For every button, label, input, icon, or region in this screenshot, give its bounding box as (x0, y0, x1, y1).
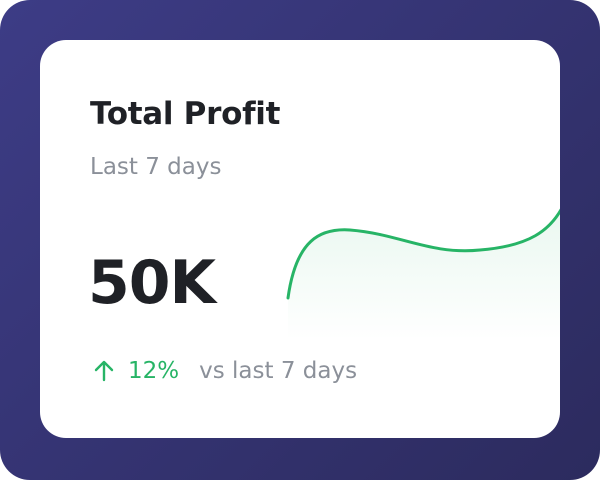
change-row: 12% vs last 7 days (92, 354, 357, 388)
comparison-label: vs last 7 days (199, 358, 358, 384)
sparkline-line (286, 208, 560, 300)
sparkline (286, 208, 560, 340)
profit-card: Total Profit Last 7 days 50K 12% vs last… (40, 40, 560, 438)
up-arrow-icon (94, 360, 114, 382)
card-title: Total Profit (90, 96, 281, 132)
sparkline-area (288, 211, 560, 340)
card-subtitle: Last 7 days (90, 154, 222, 180)
metric-value: 50K (88, 248, 216, 318)
change-percent: 12% (128, 358, 180, 384)
